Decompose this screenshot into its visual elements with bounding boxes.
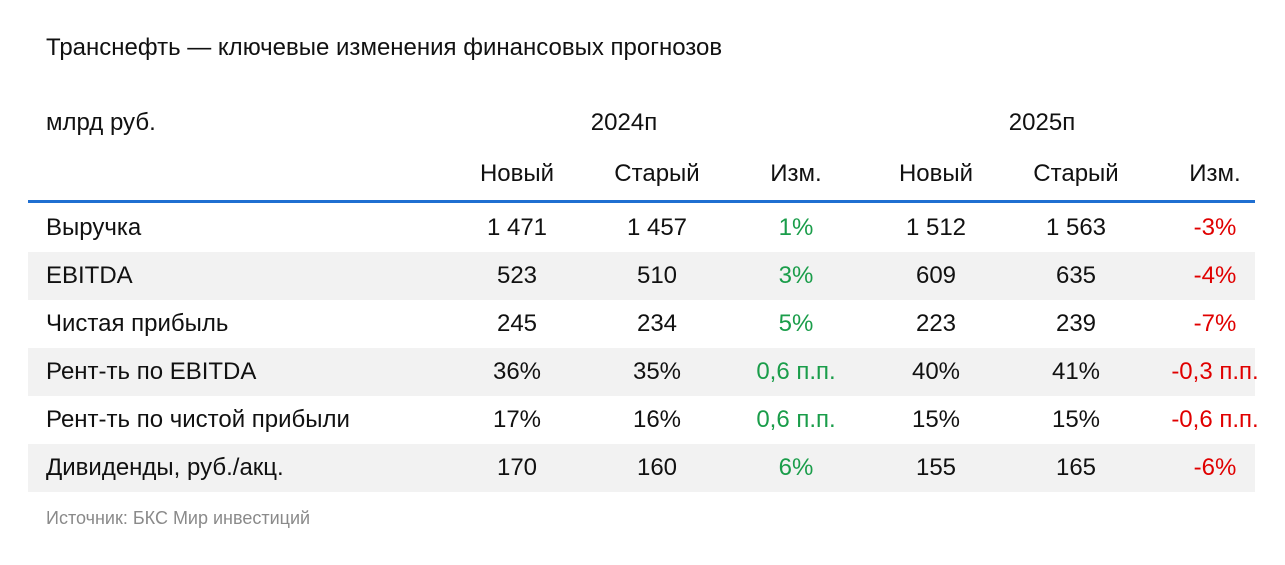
- value-change-2024: 1%: [778, 214, 814, 241]
- value-new-2025: 223: [915, 310, 957, 337]
- value-old-2025: 635: [1055, 262, 1097, 289]
- value-new-2024: 36%: [492, 358, 542, 385]
- value-old-2025: 41%: [1051, 358, 1101, 385]
- value-change-2025: -0,3 п.п.: [1171, 358, 1259, 385]
- value-change-2025: -7%: [1193, 310, 1237, 337]
- year-header-2024: 2024п: [590, 109, 658, 136]
- row-label: Рент-ть по EBITDA: [46, 358, 257, 385]
- value-new-2025: 1 512: [905, 214, 967, 241]
- chart-title: Транснефть — ключевые изменения финансов…: [46, 34, 723, 61]
- row-label: Дивиденды, руб./акц.: [46, 454, 284, 481]
- value-old-2024: 510: [636, 262, 678, 289]
- value-new-2025: 155: [915, 454, 957, 481]
- col-header-old-2024: Старый: [614, 160, 700, 187]
- value-new-2025: 15%: [911, 406, 961, 433]
- value-new-2025: 40%: [911, 358, 961, 385]
- table-row-net-margin: Рент-ть по чистой прибыли 17% 16% 0,6 п.…: [28, 396, 1259, 444]
- year-header-2025: 2025п: [1008, 109, 1076, 136]
- value-change-2024: 0,6 п.п.: [756, 406, 836, 433]
- table-body: Выручка 1 471 1 457 1% 1 512 1 563 -3% E…: [28, 204, 1259, 492]
- value-change-2024: 3%: [778, 262, 814, 289]
- value-old-2025: 239: [1055, 310, 1097, 337]
- value-new-2024: 245: [496, 310, 538, 337]
- value-old-2025: 165: [1055, 454, 1097, 481]
- value-change-2025: -6%: [1193, 454, 1237, 481]
- value-old-2024: 16%: [632, 406, 682, 433]
- table-row-dividends: Дивиденды, руб./акц. 170 160 6% 155 165 …: [28, 444, 1255, 492]
- value-new-2025: 609: [915, 262, 957, 289]
- row-label: EBITDA: [46, 262, 133, 289]
- value-change-2024: 5%: [778, 310, 814, 337]
- col-header-change-2024: Изм.: [770, 160, 822, 187]
- value-new-2024: 523: [496, 262, 538, 289]
- table-row-net-income: Чистая прибыль 245 234 5% 223 239 -7%: [28, 300, 1255, 348]
- value-old-2024: 35%: [632, 358, 682, 385]
- column-headers: Новый Старый Изм. Новый Старый Изм.: [0, 160, 1285, 190]
- value-change-2025: -0,6 п.п.: [1171, 406, 1259, 433]
- header-divider: [28, 200, 1255, 203]
- unit-label: млрд руб.: [46, 109, 156, 136]
- value-new-2024: 170: [496, 454, 538, 481]
- value-new-2024: 17%: [492, 406, 542, 433]
- col-header-change-2025: Изм.: [1189, 160, 1241, 187]
- table-row-ebitda: EBITDA 523 510 3% 609 635 -4%: [28, 252, 1255, 300]
- col-header-new-2025: Новый: [898, 160, 974, 187]
- col-header-new-2024: Новый: [479, 160, 555, 187]
- value-change-2024: 6%: [778, 454, 814, 481]
- value-change-2025: -4%: [1193, 262, 1237, 289]
- value-old-2024: 234: [636, 310, 678, 337]
- col-header-old-2025: Старый: [1033, 160, 1119, 187]
- value-old-2024: 160: [636, 454, 678, 481]
- row-label: Рент-ть по чистой прибыли: [46, 406, 350, 433]
- value-new-2024: 1 471: [486, 214, 548, 241]
- source-note: Источник: БКС Мир инвестиций: [46, 508, 311, 528]
- value-old-2025: 1 563: [1045, 214, 1107, 241]
- row-label: Выручка: [46, 214, 142, 241]
- table-row-ebitda-margin: Рент-ть по EBITDA 36% 35% 0,6 п.п. 40% 4…: [28, 348, 1259, 396]
- row-label: Чистая прибыль: [46, 310, 229, 337]
- table-row-revenue: Выручка 1 471 1 457 1% 1 512 1 563 -3%: [28, 204, 1255, 252]
- value-old-2025: 15%: [1051, 406, 1101, 433]
- value-change-2024: 0,6 п.п.: [756, 358, 836, 385]
- value-old-2024: 1 457: [626, 214, 688, 241]
- value-change-2025: -3%: [1193, 214, 1237, 241]
